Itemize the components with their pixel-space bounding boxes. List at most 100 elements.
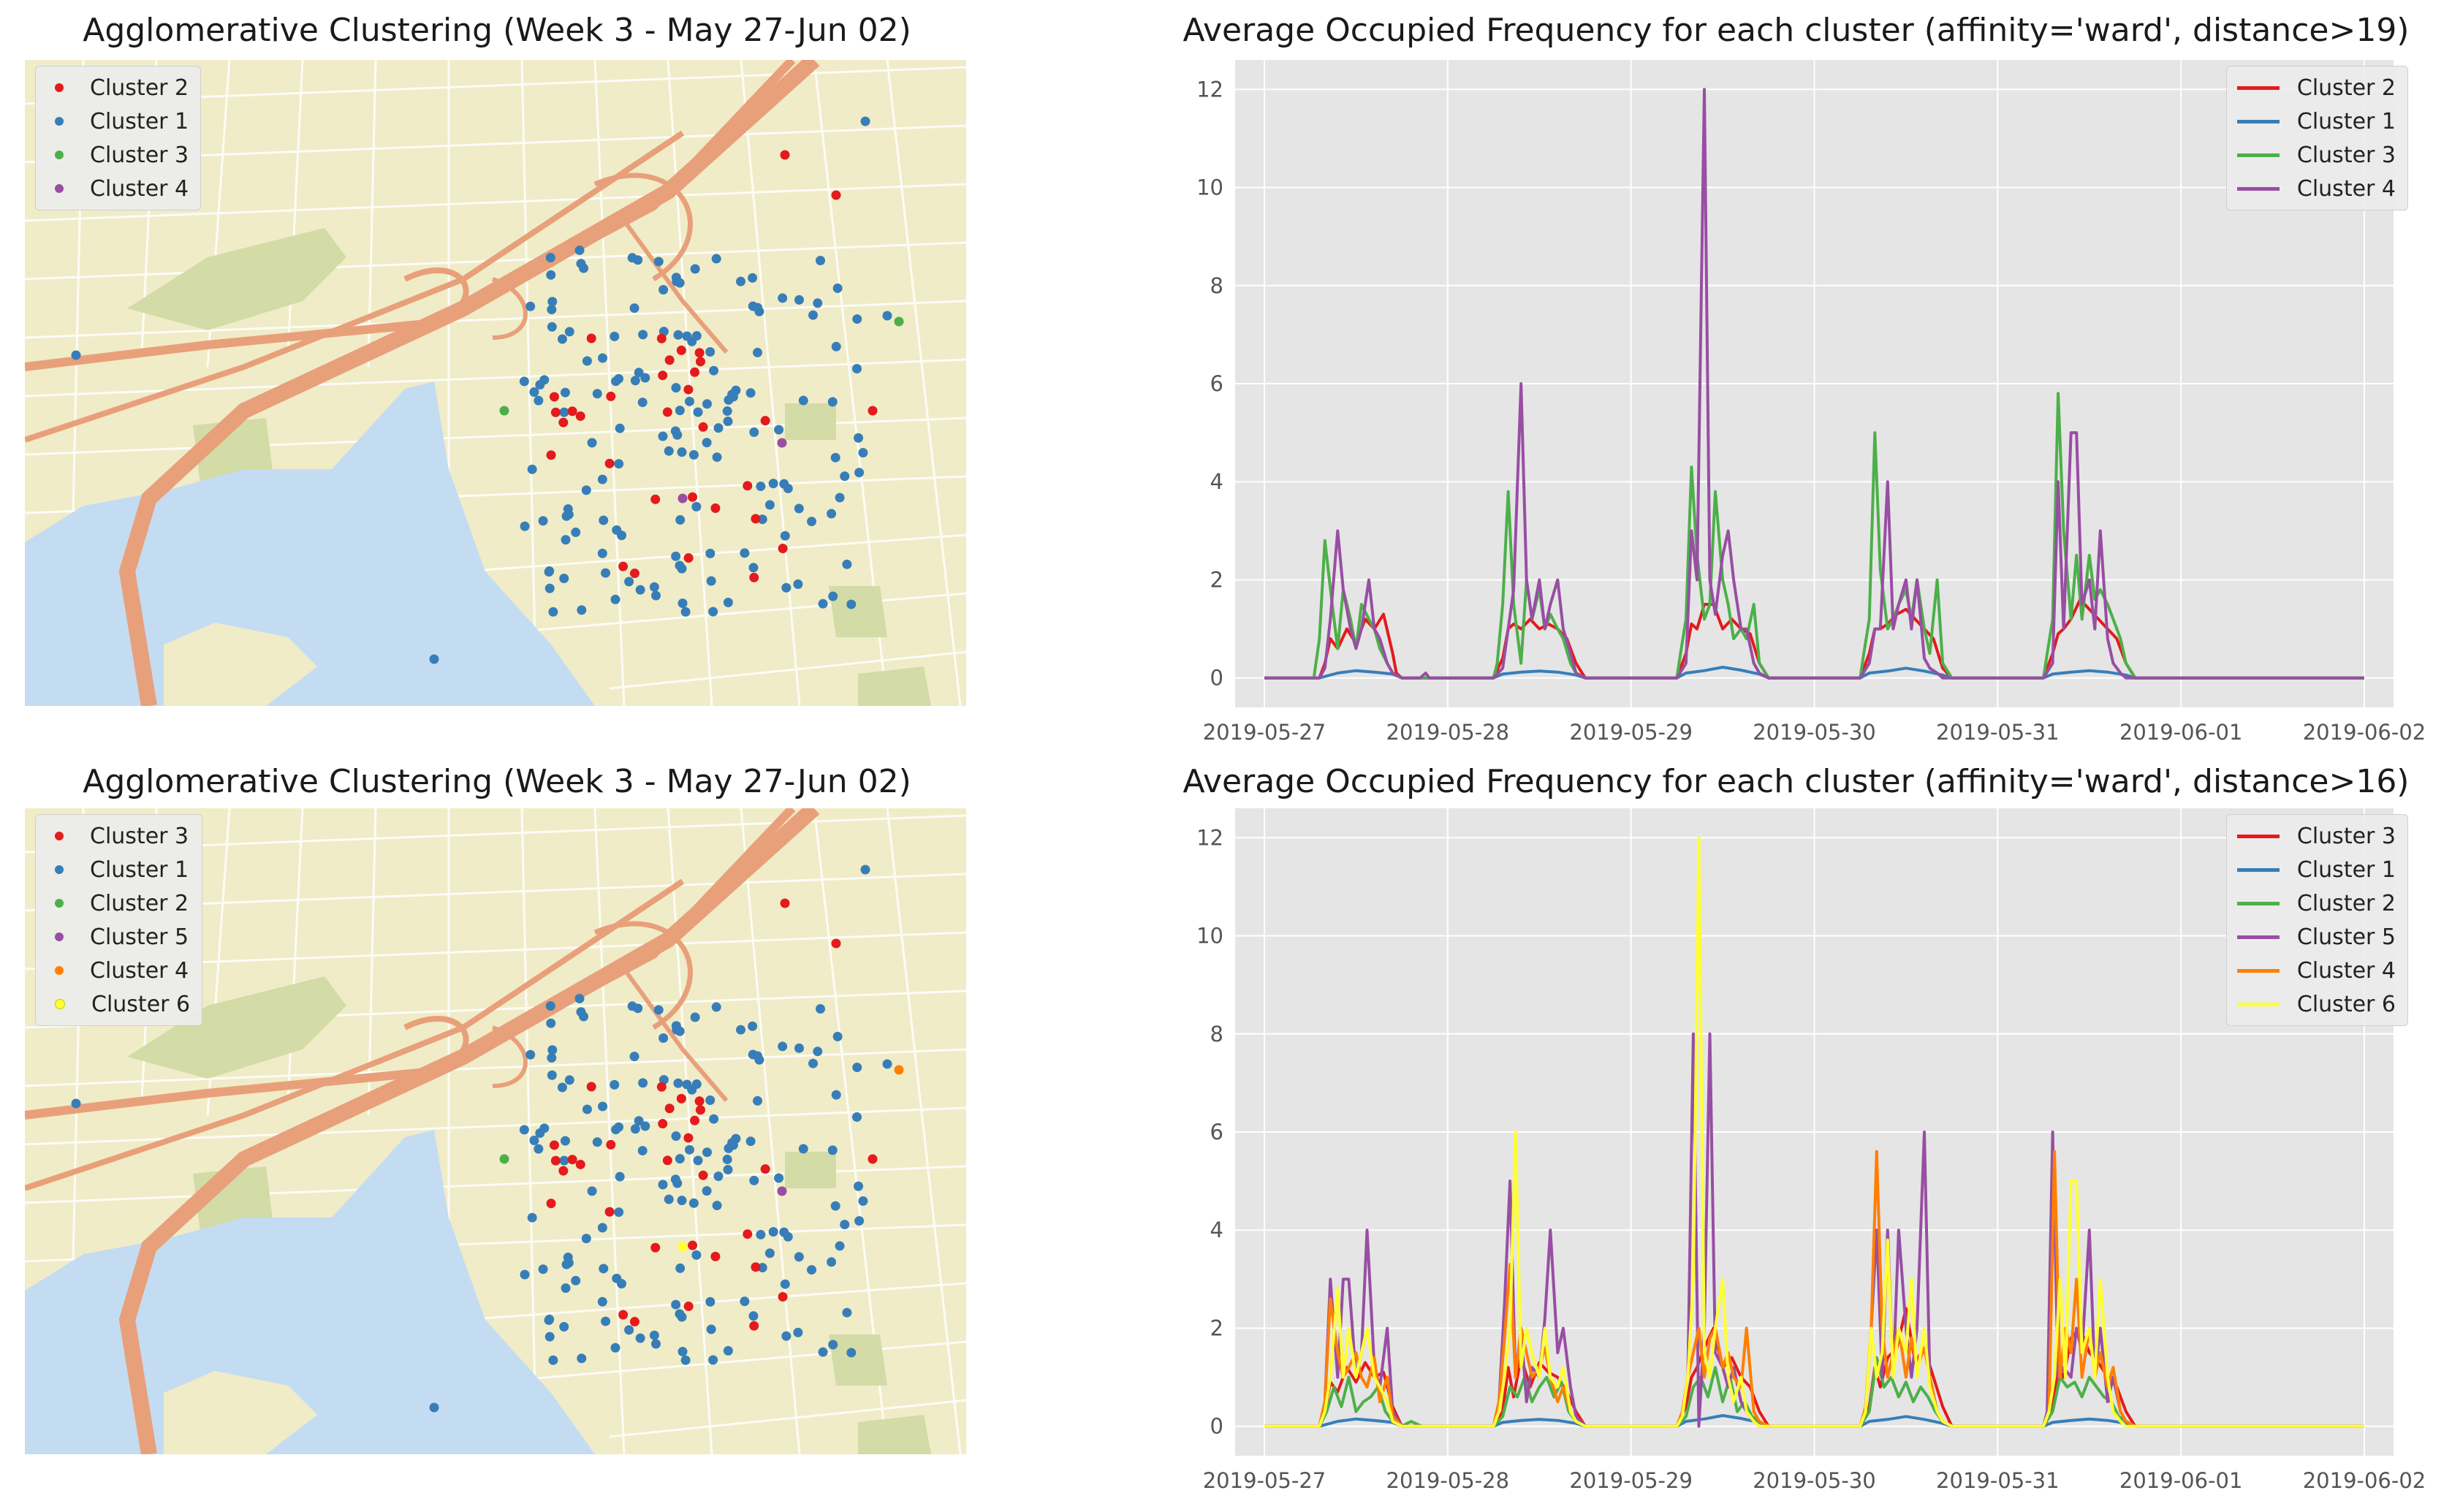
map-point <box>702 438 712 448</box>
cluster-map[interactable]: Cluster 2 Cluster 1 Cluster 3 Cluster 4 <box>25 60 966 706</box>
map-point <box>852 314 862 324</box>
map-point <box>748 1311 759 1321</box>
legend-label: Cluster 6 <box>2296 991 2396 1017</box>
map-point <box>640 1121 650 1131</box>
map-point <box>564 1075 574 1085</box>
legend-item: Cluster 5 <box>46 920 190 954</box>
map-point <box>794 1252 804 1262</box>
map-point <box>860 865 870 875</box>
map-point <box>778 1292 788 1302</box>
legend-label: Cluster 3 <box>90 142 189 168</box>
legend-label: Cluster 5 <box>2296 924 2396 950</box>
map-point <box>756 481 766 491</box>
map-point <box>831 341 841 352</box>
map-point <box>754 1055 764 1065</box>
map-point <box>690 1012 700 1022</box>
map-point <box>688 492 698 502</box>
map-point <box>546 1018 556 1028</box>
map-point <box>752 1095 762 1106</box>
map-point <box>629 1317 639 1327</box>
map-point <box>754 306 764 316</box>
peninsula <box>164 1371 317 1454</box>
map-point <box>635 1333 645 1343</box>
map-point <box>577 605 587 615</box>
legend-label: Cluster 2 <box>2296 890 2396 916</box>
map-point <box>549 392 559 402</box>
legend-label: Cluster 2 <box>90 890 189 916</box>
map-point <box>656 333 667 343</box>
map-point <box>610 331 620 341</box>
map-point <box>851 1112 862 1122</box>
map-point <box>860 116 870 126</box>
map-point <box>612 1273 622 1283</box>
legend-item: Cluster 2 <box>2236 71 2396 105</box>
map-point <box>708 1355 718 1365</box>
map-point <box>709 365 719 376</box>
map-point <box>779 1227 789 1237</box>
map-point <box>710 1251 721 1261</box>
map-point <box>664 446 674 456</box>
legend-label: Cluster 4 <box>2296 175 2396 202</box>
chart-legend: Cluster 3 Cluster 1 Cluster 2 Cluster 5 … <box>2225 814 2408 1026</box>
map-point <box>708 607 718 617</box>
map-point <box>778 544 788 554</box>
map-point <box>774 425 784 435</box>
x-tick-label: 2019-05-28 <box>1386 1468 1510 1493</box>
map-point <box>610 1342 620 1353</box>
map-point <box>567 406 577 417</box>
map-point <box>601 1316 611 1326</box>
map-point <box>564 327 574 337</box>
map-point <box>606 391 616 401</box>
map-point <box>778 1041 788 1052</box>
map-point <box>706 576 716 586</box>
map-point <box>651 590 661 601</box>
map-point <box>544 567 554 577</box>
map-point <box>780 1279 790 1289</box>
map-point <box>760 1164 770 1174</box>
map-point <box>559 1321 569 1331</box>
map-point <box>745 388 756 398</box>
cluster-map[interactable]: Cluster 3 Cluster 1 Cluster 2 Cluster 5 … <box>25 808 966 1454</box>
legend-item: Cluster 2 <box>46 886 190 920</box>
line-chart[interactable]: 0 2 4 6 8 10 12 2019-05-27 2019-05-28 2019-05-29 2… <box>1140 0 2452 748</box>
y-tick-label: 0 <box>1210 666 1223 691</box>
map-point <box>793 1327 803 1337</box>
map-point <box>854 468 865 478</box>
map-point <box>777 438 787 448</box>
map-point <box>749 1321 759 1331</box>
map-point <box>559 407 569 417</box>
map-point <box>827 1145 838 1155</box>
map-point <box>673 330 683 340</box>
map-point <box>740 1296 750 1307</box>
map-point <box>582 356 592 366</box>
map-point <box>612 525 622 535</box>
map-point <box>597 1296 607 1307</box>
map-point <box>710 503 721 513</box>
legend-item: Cluster 1 <box>46 853 190 886</box>
map-point <box>756 1229 766 1239</box>
map-point <box>629 303 639 314</box>
map-point <box>581 485 591 495</box>
map-point <box>548 607 558 617</box>
legend-item: Cluster 2 <box>46 71 189 105</box>
x-tick-label: 2019-05-31 <box>1936 720 2060 745</box>
map-point <box>752 347 762 357</box>
map-point <box>687 336 697 346</box>
legend-item: Cluster 1 <box>2236 105 2396 138</box>
map-point <box>670 1174 680 1185</box>
map-point <box>683 384 694 395</box>
x-tick-label: 2019-06-02 <box>2303 720 2426 745</box>
map-point <box>760 416 770 426</box>
line-chart[interactable]: 0 2 4 6 8 10 12 2019-05-27 2019-05-28 2019-05-29 2… <box>1140 748 2452 1512</box>
map-point <box>894 316 904 327</box>
map-point <box>683 553 694 563</box>
map-point <box>736 276 746 286</box>
map-legend: Cluster 2 Cluster 1 Cluster 3 Cluster 4 <box>35 66 202 210</box>
map-point <box>614 459 624 469</box>
map-point <box>832 283 843 293</box>
map-point <box>675 514 686 525</box>
map-point <box>709 1114 719 1124</box>
map-point <box>634 368 644 378</box>
x-tick-label: 2019-05-30 <box>1753 720 1876 745</box>
map-point <box>519 1125 529 1135</box>
